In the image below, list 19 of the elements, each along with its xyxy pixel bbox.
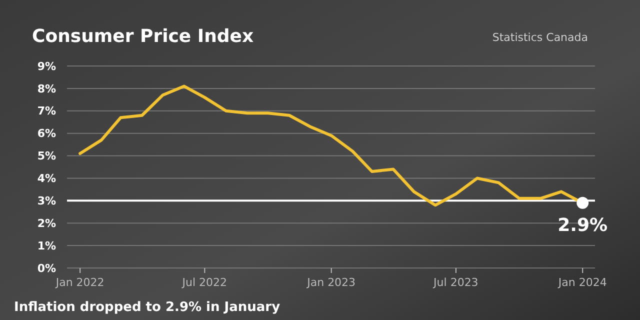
x-tick-label: Jan 2023 <box>306 276 356 289</box>
y-tick-label: 9% <box>37 60 56 73</box>
y-tick-label: 5% <box>37 150 56 163</box>
chart-title: Consumer Price Index <box>32 26 254 47</box>
x-tick-label: Jan 2024 <box>557 276 607 289</box>
y-tick-label: 2% <box>37 216 56 230</box>
x-tick-label: Jan 2022 <box>54 276 104 289</box>
y-tick-label: 1% <box>37 239 56 252</box>
text: Inflation dropped to 2.9% in January <box>14 300 281 315</box>
x-tick-label: Jul 2022 <box>181 276 228 289</box>
annotation: 2.9% <box>558 214 608 236</box>
y-tick-label: 4% <box>37 172 56 186</box>
y-tick-label: 6% <box>37 127 56 140</box>
y-tick-label: 0% <box>37 262 56 275</box>
y-tick-label: 7% <box>37 104 56 118</box>
x-tick-label: Jul 2023 <box>432 276 478 289</box>
text: Statistics Canada <box>492 31 588 44</box>
y-tick-label: 8% <box>37 82 56 96</box>
y-tick-label: 3% <box>37 194 56 208</box>
